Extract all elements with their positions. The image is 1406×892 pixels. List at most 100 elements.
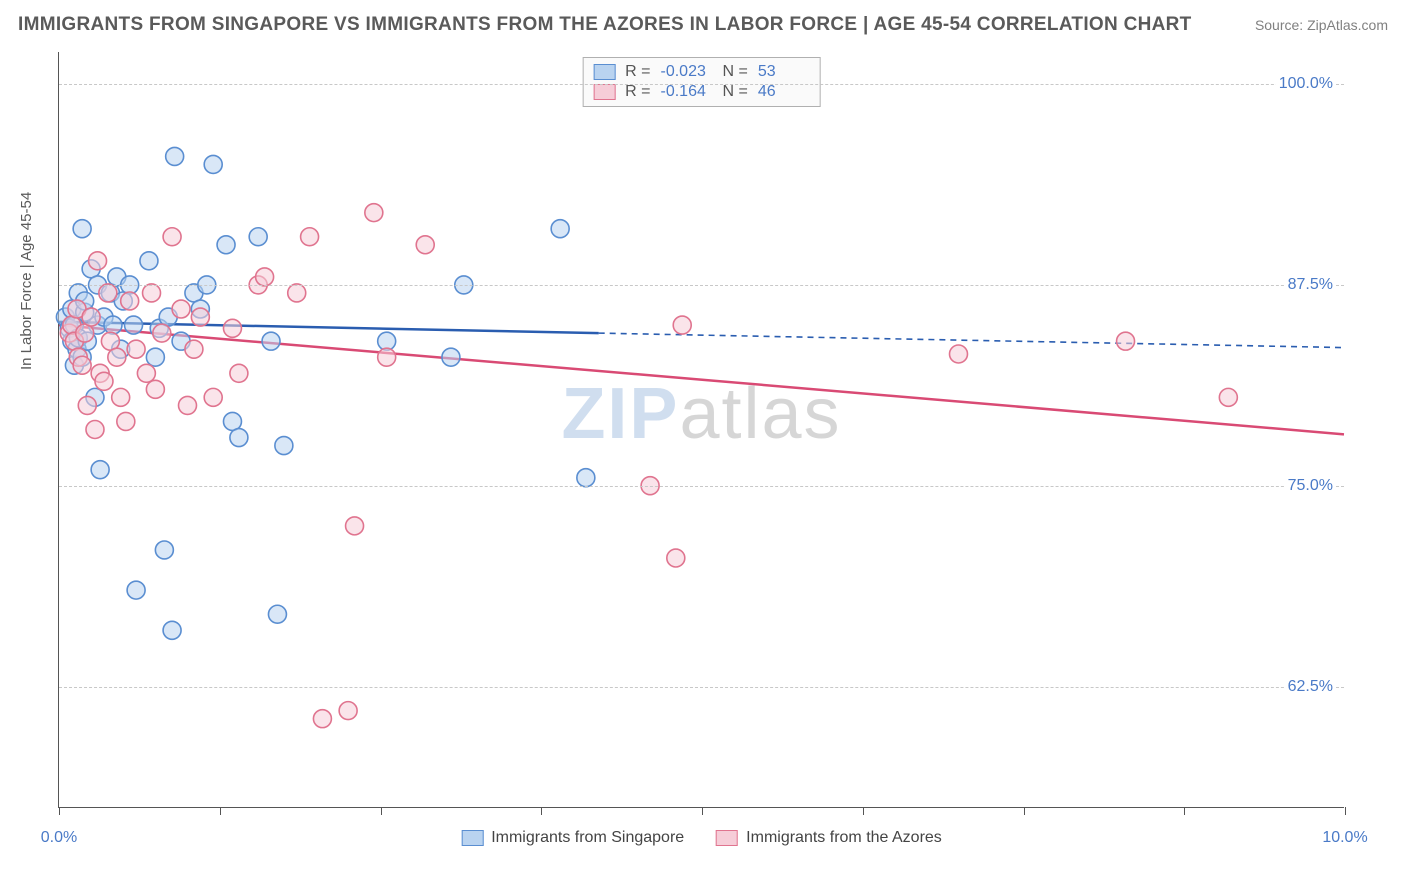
data-point: [339, 702, 357, 720]
data-point: [275, 437, 293, 455]
data-point: [179, 396, 197, 414]
data-point: [950, 345, 968, 363]
data-point: [313, 710, 331, 728]
data-point: [163, 228, 181, 246]
x-tick-label: 0.0%: [41, 829, 77, 847]
data-point: [551, 220, 569, 238]
legend-swatch-singapore: [593, 64, 615, 80]
x-tick: [220, 807, 221, 815]
data-point: [146, 380, 164, 398]
x-tick: [702, 807, 703, 815]
data-point: [204, 388, 222, 406]
data-point: [673, 316, 691, 334]
gridline-h: [59, 285, 1344, 286]
data-point: [127, 340, 145, 358]
data-point: [82, 308, 100, 326]
x-tick-label: 10.0%: [1322, 829, 1367, 847]
data-point: [378, 348, 396, 366]
data-point: [230, 364, 248, 382]
x-tick: [59, 807, 60, 815]
data-point: [140, 252, 158, 270]
data-point: [185, 340, 203, 358]
y-tick-label: 75.0%: [1285, 477, 1336, 495]
data-point: [112, 388, 130, 406]
data-point: [166, 147, 184, 165]
data-point: [117, 412, 135, 430]
data-point: [262, 332, 280, 350]
chart-title: IMMIGRANTS FROM SINGAPORE VS IMMIGRANTS …: [18, 14, 1192, 36]
correlation-legend: R = -0.023 N = 53 R = -0.164 N = 46: [582, 57, 821, 107]
data-point: [153, 324, 171, 342]
data-point: [1219, 388, 1237, 406]
data-point: [146, 348, 164, 366]
gridline-h: [59, 84, 1344, 85]
data-point: [667, 549, 685, 567]
y-tick-label: 62.5%: [1285, 678, 1336, 696]
legend-swatch-icon: [716, 830, 738, 846]
data-point: [256, 268, 274, 286]
x-tick: [1345, 807, 1346, 815]
data-point: [1117, 332, 1135, 350]
legend-item-singapore: Immigrants from Singapore: [461, 829, 684, 847]
data-point: [78, 396, 96, 414]
data-point: [73, 356, 91, 374]
data-point: [143, 284, 161, 302]
data-point: [217, 236, 235, 254]
data-point: [127, 581, 145, 599]
trend-line: [59, 325, 1344, 434]
data-point: [230, 429, 248, 447]
plot-svg: [59, 52, 1344, 807]
legend-row-singapore: R = -0.023 N = 53: [593, 62, 810, 82]
y-axis-label: In Labor Force | Age 45-54: [18, 192, 35, 370]
plot-area: ZIPatlas R = -0.023 N = 53 R = -0.164 N …: [58, 52, 1344, 808]
y-tick-label: 100.0%: [1276, 75, 1336, 93]
data-point: [86, 421, 104, 439]
source-attribution: Source: ZipAtlas.com: [1255, 17, 1388, 33]
data-point: [91, 461, 109, 479]
r-value-singapore: -0.023: [661, 63, 713, 81]
legend-item-azores: Immigrants from the Azores: [716, 829, 942, 847]
source-site: ZipAtlas.com: [1307, 17, 1388, 33]
y-tick-label: 87.5%: [1285, 276, 1336, 294]
data-point: [191, 308, 209, 326]
legend-label: Immigrants from the Azores: [746, 829, 942, 847]
data-point: [346, 517, 364, 535]
x-tick: [1024, 807, 1025, 815]
data-point: [99, 284, 117, 302]
data-point: [137, 364, 155, 382]
data-point: [121, 292, 139, 310]
x-tick: [541, 807, 542, 815]
data-point: [416, 236, 434, 254]
series-legend: Immigrants from Singapore Immigrants fro…: [461, 829, 942, 847]
data-point: [104, 316, 122, 334]
data-point: [172, 300, 190, 318]
trend-line-extrapolated: [599, 333, 1344, 347]
data-point: [204, 155, 222, 173]
x-tick: [381, 807, 382, 815]
legend-label: Immigrants from Singapore: [491, 829, 684, 847]
data-point: [155, 541, 173, 559]
x-tick: [1184, 807, 1185, 815]
n-value-azores: 46: [758, 83, 810, 101]
data-point: [108, 348, 126, 366]
gridline-h: [59, 486, 1344, 487]
data-point: [73, 220, 91, 238]
data-point: [442, 348, 460, 366]
data-point: [577, 469, 595, 487]
x-tick: [863, 807, 864, 815]
legend-swatch-azores: [593, 84, 615, 100]
data-point: [95, 372, 113, 390]
title-bar: IMMIGRANTS FROM SINGAPORE VS IMMIGRANTS …: [18, 14, 1388, 36]
gridline-h: [59, 687, 1344, 688]
legend-swatch-icon: [461, 830, 483, 846]
data-point: [163, 621, 181, 639]
data-point: [125, 316, 143, 334]
source-label: Source:: [1255, 17, 1303, 33]
data-point: [268, 605, 286, 623]
data-point: [301, 228, 319, 246]
r-value-azores: -0.164: [661, 83, 713, 101]
data-point: [223, 319, 241, 337]
n-value-singapore: 53: [758, 63, 810, 81]
data-point: [288, 284, 306, 302]
data-point: [89, 252, 107, 270]
